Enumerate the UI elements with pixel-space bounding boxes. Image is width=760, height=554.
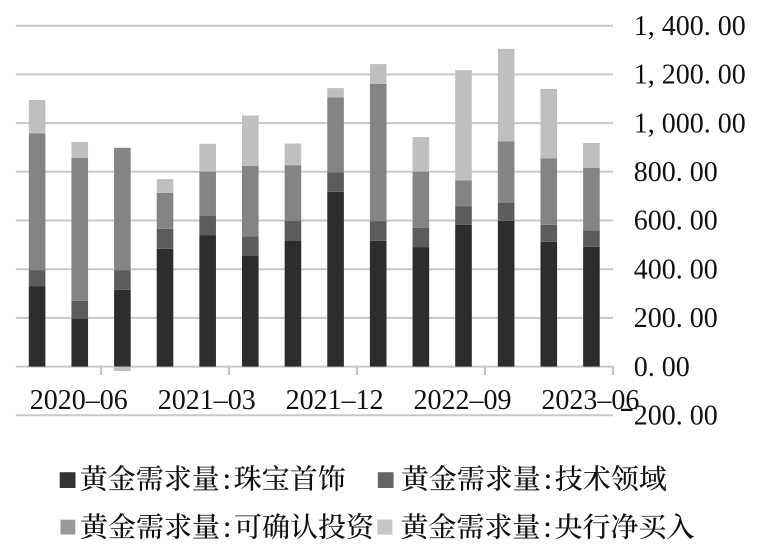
svg-text:1, 200. 00: 1, 200. 00 <box>634 60 746 91</box>
svg-text:0. 00: 0. 00 <box>634 352 690 383</box>
svg-text:2022–09: 2022–09 <box>414 385 512 416</box>
svg-text:1, 400. 00: 1, 400. 00 <box>634 11 746 42</box>
svg-text:800. 00: 800. 00 <box>634 157 718 188</box>
svg-text:1, 000. 00: 1, 000. 00 <box>634 108 746 139</box>
svg-text:2021–12: 2021–12 <box>286 385 384 416</box>
svg-text:2023–06: 2023–06 <box>541 385 639 416</box>
svg-text:200. 00: 200. 00 <box>634 303 718 334</box>
svg-text:400. 00: 400. 00 <box>634 254 718 285</box>
svg-text:600. 00: 600. 00 <box>634 206 718 237</box>
svg-text:2020–06: 2020–06 <box>30 385 128 416</box>
svg-text:2021–03: 2021–03 <box>158 385 256 416</box>
svg-text:200. 00: 200. 00 <box>634 401 718 432</box>
